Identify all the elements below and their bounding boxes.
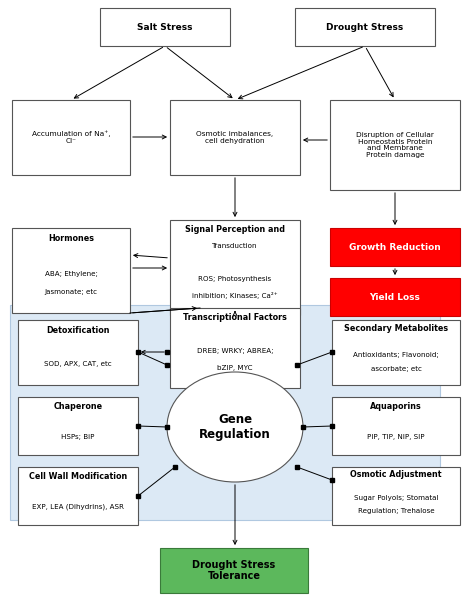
FancyBboxPatch shape <box>12 100 130 175</box>
Text: Hormones: Hormones <box>48 234 94 243</box>
FancyBboxPatch shape <box>10 305 440 520</box>
Text: Transduction: Transduction <box>212 243 258 249</box>
Text: Drought Stress
Tolerance: Drought Stress Tolerance <box>192 560 275 581</box>
Text: Disruption of Cellular
Homeostatis Protein
and Membrane
Protein damage: Disruption of Cellular Homeostatis Prote… <box>356 132 434 159</box>
Text: Accumulation of Na⁺,
Cl⁻: Accumulation of Na⁺, Cl⁻ <box>32 131 110 144</box>
Text: Osmotic imbalances,
cell dehydration: Osmotic imbalances, cell dehydration <box>196 131 273 144</box>
Text: Sugar Polyols; Stomatal: Sugar Polyols; Stomatal <box>354 496 438 501</box>
Text: HSPs; BiP: HSPs; BiP <box>61 434 95 440</box>
Text: Chaperone: Chaperone <box>54 402 102 411</box>
Text: Jasmonate; etc: Jasmonate; etc <box>45 288 98 295</box>
FancyBboxPatch shape <box>332 467 460 525</box>
FancyBboxPatch shape <box>330 278 460 316</box>
Text: ABA; Ethylene;: ABA; Ethylene; <box>45 271 98 277</box>
Text: Aquaporins: Aquaporins <box>370 402 422 411</box>
FancyBboxPatch shape <box>330 100 460 190</box>
FancyBboxPatch shape <box>18 467 138 525</box>
Text: Salt Stress: Salt Stress <box>137 22 193 32</box>
FancyBboxPatch shape <box>295 8 435 46</box>
FancyBboxPatch shape <box>332 320 460 385</box>
FancyBboxPatch shape <box>170 220 300 315</box>
Ellipse shape <box>167 372 303 482</box>
FancyBboxPatch shape <box>100 8 230 46</box>
Text: Cell Wall Modification: Cell Wall Modification <box>29 471 127 481</box>
FancyBboxPatch shape <box>330 228 460 266</box>
FancyBboxPatch shape <box>160 548 308 593</box>
Text: Regulation; Trehalose: Regulation; Trehalose <box>358 507 434 513</box>
Text: DREB; WRKY; ABREA;: DREB; WRKY; ABREA; <box>197 348 273 355</box>
Text: Gene
Regulation: Gene Regulation <box>199 413 271 441</box>
Text: ascorbate; etc: ascorbate; etc <box>371 366 421 371</box>
FancyBboxPatch shape <box>170 308 300 388</box>
Text: Antioxidants; Flavonoid;: Antioxidants; Flavonoid; <box>353 352 439 358</box>
Text: Yield Loss: Yield Loss <box>370 293 420 302</box>
Text: Osmotic Adjustment: Osmotic Adjustment <box>350 470 442 479</box>
FancyBboxPatch shape <box>18 320 138 385</box>
Text: SOD, APX, CAT, etc: SOD, APX, CAT, etc <box>44 361 112 367</box>
Text: Detoxification: Detoxification <box>46 326 110 335</box>
Text: Secondary Metabolites: Secondary Metabolites <box>344 324 448 333</box>
Text: inhibition; Kinases; Ca²⁺: inhibition; Kinases; Ca²⁺ <box>192 292 278 299</box>
FancyBboxPatch shape <box>332 397 460 455</box>
Text: Transcriptional Factors: Transcriptional Factors <box>183 313 287 322</box>
FancyBboxPatch shape <box>12 228 130 313</box>
FancyBboxPatch shape <box>18 397 138 455</box>
Text: PIP, TIP, NIP, SIP: PIP, TIP, NIP, SIP <box>367 434 425 440</box>
Text: Growth Reduction: Growth Reduction <box>349 242 441 251</box>
Text: ROS; Photosynthesis: ROS; Photosynthesis <box>199 276 272 282</box>
Text: Signal Perception and: Signal Perception and <box>185 225 285 235</box>
FancyBboxPatch shape <box>170 100 300 175</box>
Text: Drought Stress: Drought Stress <box>327 22 404 32</box>
Text: EXP, LEA (Dihydrins), ASR: EXP, LEA (Dihydrins), ASR <box>32 504 124 510</box>
Text: bZIP, MYC: bZIP, MYC <box>217 365 253 371</box>
